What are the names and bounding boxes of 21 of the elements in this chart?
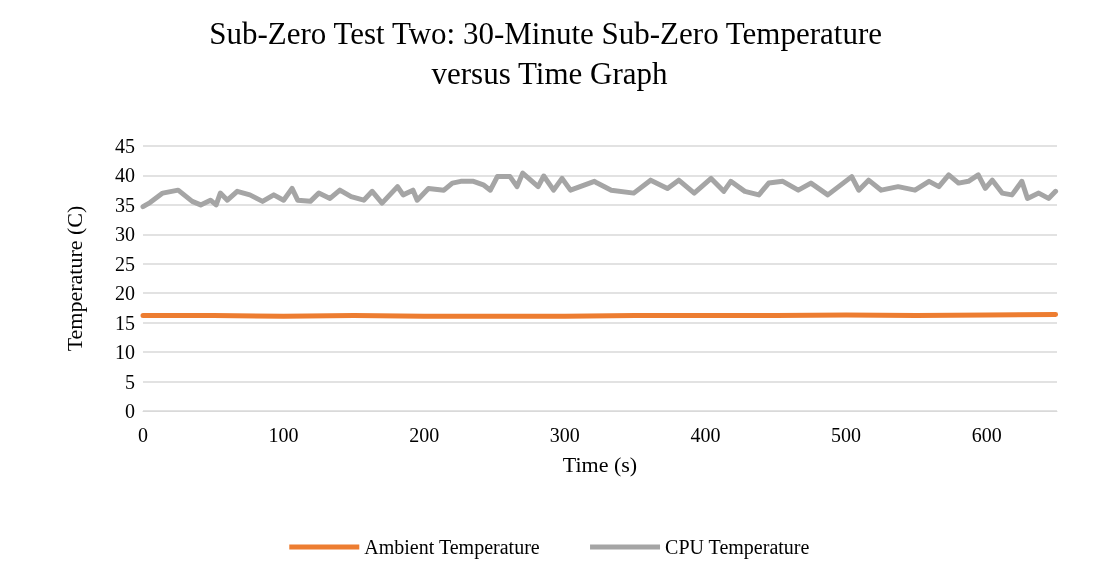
legend-label: CPU Temperature bbox=[665, 536, 810, 559]
y-tick-label: 5 bbox=[125, 370, 135, 393]
y-tick-label: 10 bbox=[115, 341, 135, 364]
legend-label: Ambient Temperature bbox=[364, 536, 540, 559]
y-tick-label: 35 bbox=[115, 193, 135, 216]
x-tick-label: 200 bbox=[409, 424, 440, 446]
y-tick-label: 45 bbox=[115, 135, 135, 157]
x-axis-title: Time (s) bbox=[562, 451, 638, 477]
y-tick-label: 25 bbox=[115, 252, 135, 275]
chart-title: Sub-Zero Test Two: 30-Minute Sub-Zero Temperature versus Time Graph bbox=[209, 15, 890, 91]
y-tick-label: 30 bbox=[115, 223, 135, 246]
x-tick-label: 300 bbox=[549, 424, 580, 446]
y-tick-label: 0 bbox=[125, 400, 135, 422]
x-tick-label: 500 bbox=[831, 424, 862, 446]
y-tick-label: 40 bbox=[115, 164, 135, 187]
x-tick-label: 600 bbox=[971, 424, 1002, 446]
x-tick-label: 100 bbox=[268, 424, 299, 446]
y-tick-label: 15 bbox=[115, 311, 135, 334]
y-tick-label: 20 bbox=[115, 282, 135, 305]
y-axis-title: Temperature (C) bbox=[61, 205, 87, 352]
x-tick-label: 400 bbox=[690, 424, 721, 446]
